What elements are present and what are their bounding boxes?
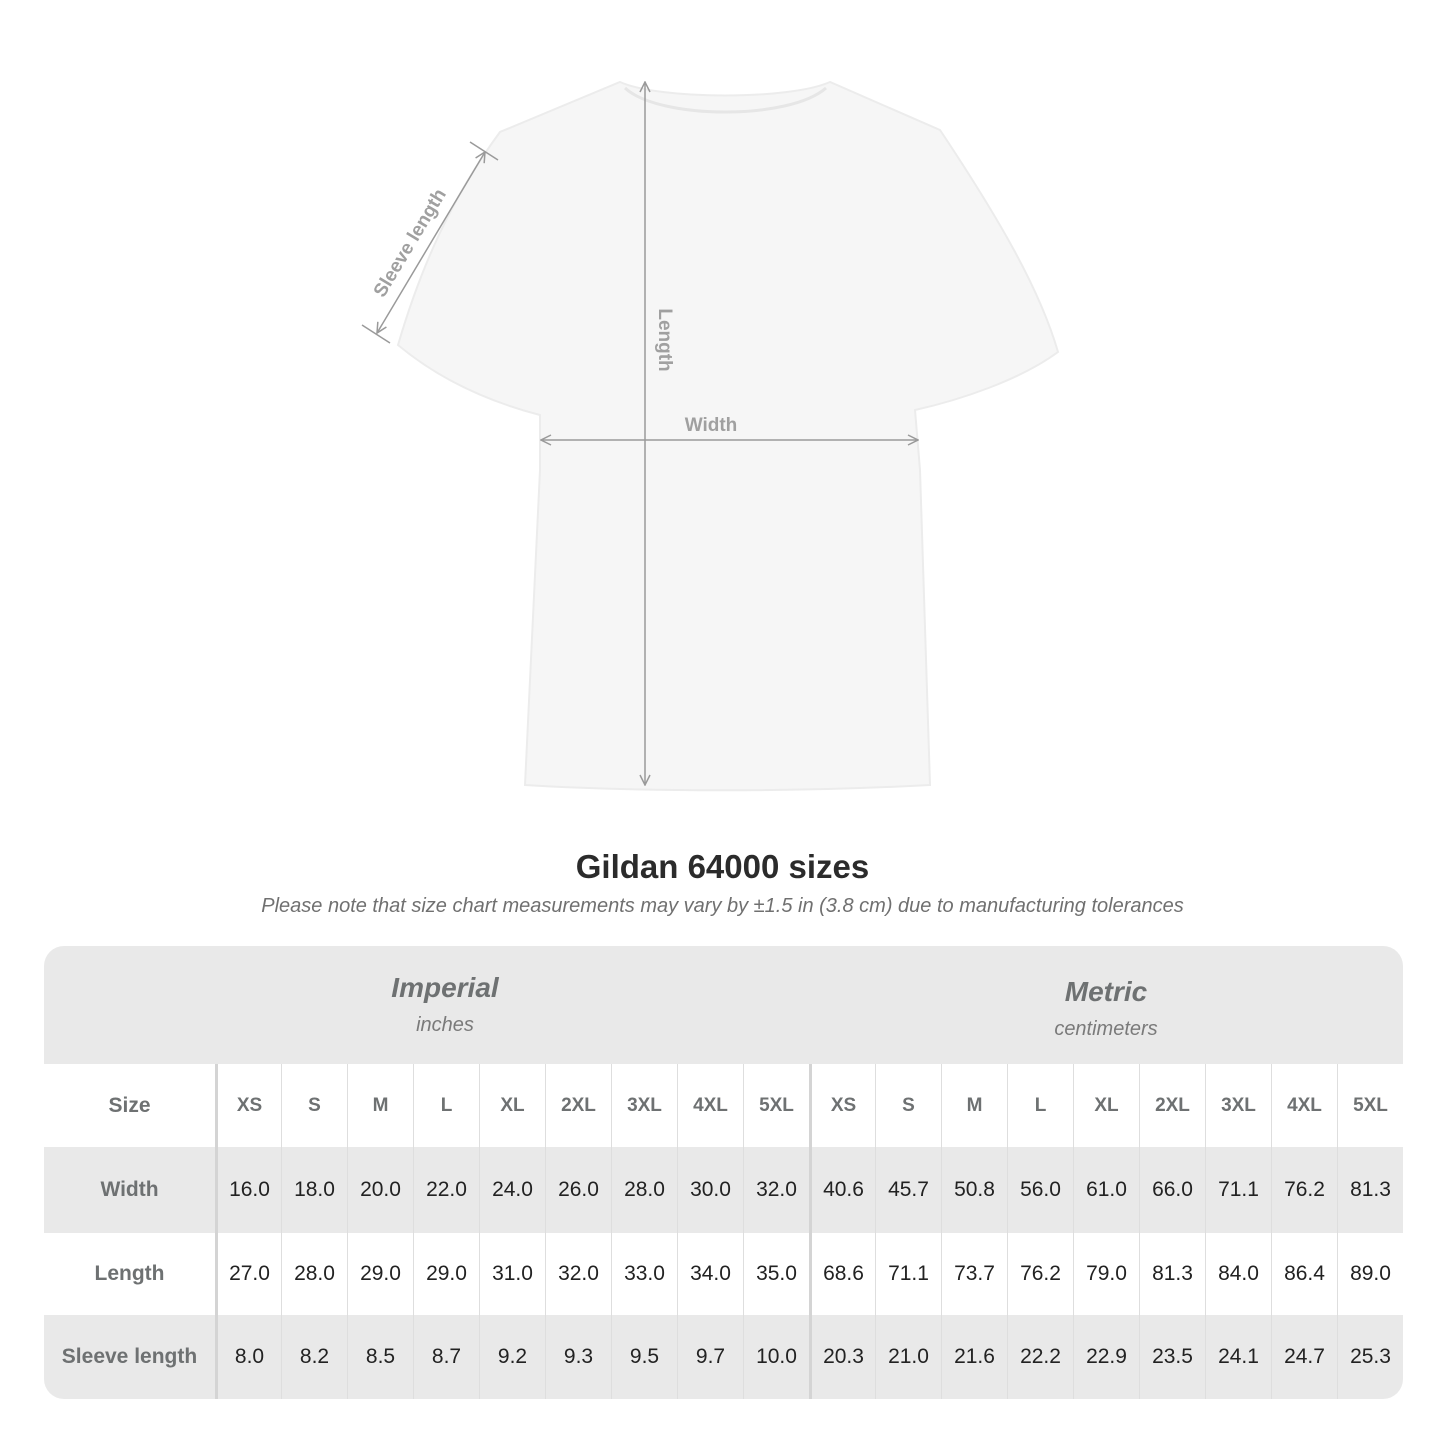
table-cell: 20.0 (347, 1147, 413, 1233)
table-cell: 22.0 (413, 1147, 479, 1233)
table-cell: 26.0 (545, 1147, 611, 1233)
table-cell: 8.2 (281, 1315, 347, 1399)
table-cell: 29.0 (413, 1233, 479, 1315)
table-cell: 73.7 (941, 1233, 1007, 1315)
table-cell: 56.0 (1007, 1147, 1073, 1233)
table-cell: 25.3 (1337, 1315, 1403, 1399)
table-cell: 20.3 (809, 1315, 875, 1399)
table-cell: 32.0 (743, 1147, 809, 1233)
table-cell: 61.0 (1073, 1147, 1139, 1233)
table-cell: 24.0 (479, 1147, 545, 1233)
table-cell: 22.2 (1007, 1315, 1073, 1399)
row-label: Size (108, 1093, 151, 1117)
size-header-cell: L (413, 1064, 479, 1147)
row-label: Sleeve length (61, 1345, 198, 1368)
table-cell: 33.0 (611, 1233, 677, 1315)
size-header-cell: L (1007, 1064, 1073, 1147)
table-cell: 45.7 (875, 1147, 941, 1233)
size-header-cell: XL (1073, 1064, 1139, 1147)
table-cell: 18.0 (281, 1147, 347, 1233)
width-label: Width (685, 415, 738, 436)
table-row: Width 16.0 18.0 20.0 22.0 24.0 26.0 28.0 30.0 32.… (44, 1147, 1403, 1233)
table-cell: 66.0 (1139, 1147, 1205, 1233)
size-header-cell: 4XL (1271, 1064, 1337, 1147)
table-cell: 71.1 (1205, 1147, 1271, 1233)
metric-header: Metric centimeters (1054, 976, 1158, 1040)
size-header-cell: 3XL (1205, 1064, 1271, 1147)
table-cell: 76.2 (1271, 1147, 1337, 1233)
table-row: Length 27.0 28.0 29.0 29.0 31.0 32.0 33.0 34.0 35… (44, 1233, 1403, 1315)
sleeve-line (377, 152, 485, 333)
size-header-cell: 2XL (545, 1064, 611, 1147)
size-header-cell: XS (215, 1064, 281, 1147)
size-header-cell: S (875, 1064, 941, 1147)
size-header-cell: XS (809, 1064, 875, 1147)
size-header-cell: 5XL (1337, 1064, 1403, 1147)
table-cell: 21.6 (941, 1315, 1007, 1399)
table-cell: 9.5 (611, 1315, 677, 1399)
table-cell: 9.7 (677, 1315, 743, 1399)
table-cell: 9.2 (479, 1315, 545, 1399)
table-cell: 71.1 (875, 1233, 941, 1315)
table-cell: 40.6 (809, 1147, 875, 1233)
table-cell: 10.0 (743, 1315, 809, 1399)
table-cell: 9.3 (545, 1315, 611, 1399)
table-cell: 8.0 (215, 1315, 281, 1399)
table-cell: 8.5 (347, 1315, 413, 1399)
table-cell: 30.0 (677, 1147, 743, 1233)
row-label: Length (94, 1262, 165, 1285)
imperial-header: Imperial inches (391, 972, 499, 1036)
table-cell: 31.0 (479, 1233, 545, 1315)
length-label: Length (654, 308, 675, 371)
row-label: Width (100, 1178, 159, 1201)
table-row: Sleeve length 8.0 8.2 8.5 8.7 9.2 9.3 9.5 9.7 10.… (44, 1315, 1403, 1399)
table-cell: 76.2 (1007, 1233, 1073, 1315)
size-header-cell: S (281, 1064, 347, 1147)
size-header-cell: M (941, 1064, 1007, 1147)
tshirt-shape (396, 80, 1060, 792)
table-cell: 16.0 (215, 1147, 281, 1233)
size-header-cell: 4XL (677, 1064, 743, 1147)
table-cell: 8.7 (413, 1315, 479, 1399)
table-cell: 86.4 (1271, 1233, 1337, 1315)
table-cell: 28.0 (611, 1147, 677, 1233)
tolerance-note: Please note that size chart measurements… (261, 895, 1184, 917)
table-cell: 68.6 (809, 1233, 875, 1315)
size-header-row: Size XS S M L XL 2XL 3XL 4XL 5XL XS S M L XL 2XL 3XL 4XL 5… (44, 1064, 1403, 1147)
size-header-cell: 5XL (743, 1064, 809, 1147)
page-title: Gildan 64000 sizes (575, 848, 870, 885)
table-cell: 21.0 (875, 1315, 941, 1399)
tshirt-diagram: Sleeve length Length Width (361, 80, 1060, 792)
table-cell: 22.9 (1073, 1315, 1139, 1399)
table-cell: 28.0 (281, 1233, 347, 1315)
table-cell: 84.0 (1205, 1233, 1271, 1315)
table-cell: 29.0 (347, 1233, 413, 1315)
table-cell: 79.0 (1073, 1233, 1139, 1315)
table-cell: 32.0 (545, 1233, 611, 1315)
size-header-cell: M (347, 1064, 413, 1147)
size-table: Imperial inches Metric centimeters Size X… (44, 946, 1403, 1399)
size-header-cell: 3XL (611, 1064, 677, 1147)
table-cell: 24.1 (1205, 1315, 1271, 1399)
size-header-cell: XL (479, 1064, 545, 1147)
table-cell: 35.0 (743, 1233, 809, 1315)
table-cell: 24.7 (1271, 1315, 1337, 1399)
table-cell: 23.5 (1139, 1315, 1205, 1399)
table-cell: 89.0 (1337, 1233, 1403, 1315)
table-cell: 81.3 (1139, 1233, 1205, 1315)
table-cell: 34.0 (677, 1233, 743, 1315)
table-cell: 50.8 (941, 1147, 1007, 1233)
table-cell: 27.0 (215, 1233, 281, 1315)
size-header-cell: 2XL (1139, 1064, 1205, 1147)
table-cell: 81.3 (1337, 1147, 1403, 1233)
